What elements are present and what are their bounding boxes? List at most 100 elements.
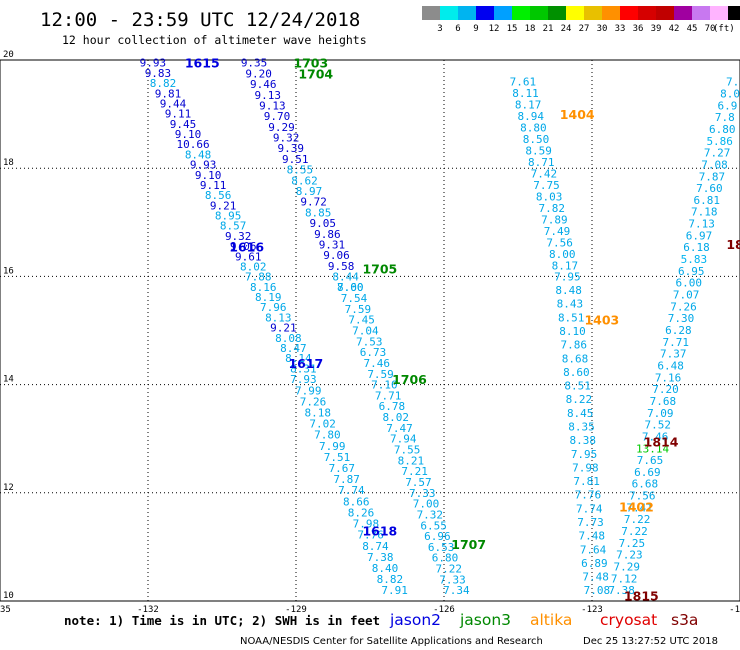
swh-value: 7.98: [572, 461, 599, 474]
swh-value: 7.33: [439, 573, 466, 586]
colorbar-unit: (ft): [713, 24, 735, 34]
legend-entry: cryosat: [600, 611, 657, 629]
swh-value: 7.68: [650, 395, 677, 408]
colorbar-swatch: [548, 6, 566, 20]
swh-value: 7.88: [245, 271, 272, 284]
legend-entry: altika: [530, 611, 572, 629]
swh-value: 7.22: [621, 525, 648, 538]
swh-value: 7.41: [626, 501, 653, 514]
swh-value: 7.75: [533, 179, 560, 192]
swh-value: 8.00: [337, 281, 364, 294]
pass-label: 1706: [392, 372, 427, 387]
swh-value: 9.21: [210, 199, 237, 212]
swh-value: 7.93: [290, 373, 317, 386]
colorbar-label: 42: [669, 24, 680, 34]
swh-value: 7.00: [413, 498, 440, 511]
swh-value: 8.59: [525, 145, 552, 158]
swh-value: 9.58: [328, 260, 355, 273]
colorbar-label: 45: [687, 24, 698, 34]
swh-value: 9.83: [145, 67, 172, 80]
swh-value: 7.8: [715, 111, 735, 124]
swh-value: 9.93: [140, 57, 167, 70]
swh-value: 9.46: [250, 78, 277, 91]
swh-value: 7.46: [642, 430, 669, 443]
x-tick-label: -123: [581, 605, 603, 615]
swh-value: 9.29: [268, 121, 295, 134]
swh-value: 7.51: [324, 451, 351, 464]
swh-value: 8.22: [566, 393, 593, 406]
swh-value: 7.56: [546, 237, 573, 250]
swh-value: 8.08: [275, 332, 302, 345]
swh-value: 6.00: [675, 277, 702, 290]
swh-value: 8.48: [555, 284, 582, 297]
swh-value: 7.55: [394, 444, 421, 457]
swh-value: 7.76: [357, 529, 384, 542]
colorbar-swatch: [566, 6, 584, 20]
swh-value: 8.10: [559, 325, 586, 338]
swh-value: 7.16: [655, 371, 682, 384]
legend-entry: s3a: [671, 611, 698, 629]
legend-entry: jason3: [459, 611, 511, 629]
swh-value: 7.07: [673, 289, 700, 302]
swh-value: 6.81: [694, 194, 721, 207]
swh-value: 9.32: [225, 230, 252, 243]
swh-value: 7.04: [352, 325, 379, 338]
swh-value: 9.61: [235, 250, 262, 263]
swh-value: 7.18: [691, 206, 718, 219]
swh-value: 7.25: [619, 537, 646, 550]
swh-value: 8.68: [562, 352, 589, 365]
swh-value: 7.13: [688, 218, 715, 231]
data-points: 9.939.838.829.819.449.119.459.1010.668.4…: [140, 57, 740, 597]
swh-value: 7.64: [580, 543, 607, 556]
satellite-legend: jason2 jason3 altika cryosat s3a: [389, 611, 698, 629]
swh-value: 7.27: [704, 147, 731, 160]
swh-value: 8.55: [287, 164, 314, 177]
colorbar-swatch: [476, 6, 494, 20]
swh-value: 7.49: [544, 225, 571, 238]
colorbar-label: 39: [651, 24, 662, 34]
swh-value: 7.59: [345, 303, 372, 316]
swh-value: 7.46: [364, 357, 391, 370]
swh-value: 8.71: [528, 156, 555, 169]
swh-value: 6.28: [665, 324, 692, 337]
y-tick-label: 12: [3, 483, 14, 493]
swh-value: 9.72: [300, 196, 327, 209]
swh-value: 8.21: [398, 454, 425, 467]
swh-value: 8.43: [557, 298, 584, 311]
x-tick-label: -120: [729, 605, 740, 615]
swh-value: 9.06: [230, 240, 257, 253]
pass-label: 1703: [293, 56, 328, 71]
swh-value: 8.82: [150, 77, 177, 90]
swh-value: 7.47: [386, 422, 413, 435]
swh-value: 5.83: [681, 253, 708, 266]
swh-value: 6.78: [379, 400, 406, 413]
swh-value: 7.56: [629, 490, 656, 503]
swh-value: 6.73: [360, 346, 387, 359]
swh-value: 8.74: [362, 540, 389, 553]
swh-value: 8.38: [570, 434, 597, 447]
pass-label: 1404: [560, 107, 595, 122]
swh-value: 8.44: [332, 271, 359, 284]
colorbar-swatch: [674, 6, 692, 20]
swh-value: 7.48: [579, 530, 606, 543]
swh-value: 9.44: [160, 97, 187, 110]
swh-value: 9.05: [310, 217, 337, 230]
pass-label: 1402: [619, 499, 654, 514]
swh-value: 9.86: [314, 228, 341, 241]
swh-value: 8.66: [343, 495, 370, 508]
swh-value: 8.0: [720, 87, 740, 100]
footer-note: note: 1) Time is in UTC; 2) SWH is in fe…: [64, 613, 380, 628]
swh-value: 8.11: [512, 87, 539, 100]
swh-value: 6.89: [581, 557, 608, 570]
swh-value: 7.08: [584, 584, 611, 597]
swh-value: 7.20: [652, 383, 679, 396]
swh-value: 7.53: [356, 335, 383, 348]
swh-value: 8.16: [250, 281, 277, 294]
colorbar-swatch: [422, 6, 440, 20]
colorbar-swatch: [512, 6, 530, 20]
swh-value: 7.65: [637, 454, 664, 467]
swh-value: 9.13: [259, 99, 286, 112]
x-tick-label: -129: [285, 605, 307, 615]
swh-value: 8.82: [377, 573, 404, 586]
